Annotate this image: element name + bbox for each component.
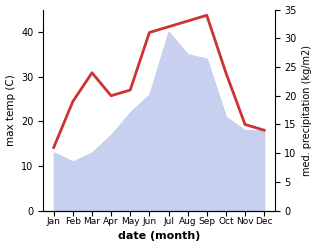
X-axis label: date (month): date (month)	[118, 231, 200, 242]
Y-axis label: max temp (C): max temp (C)	[5, 74, 16, 146]
Y-axis label: med. precipitation (kg/m2): med. precipitation (kg/m2)	[302, 45, 313, 176]
